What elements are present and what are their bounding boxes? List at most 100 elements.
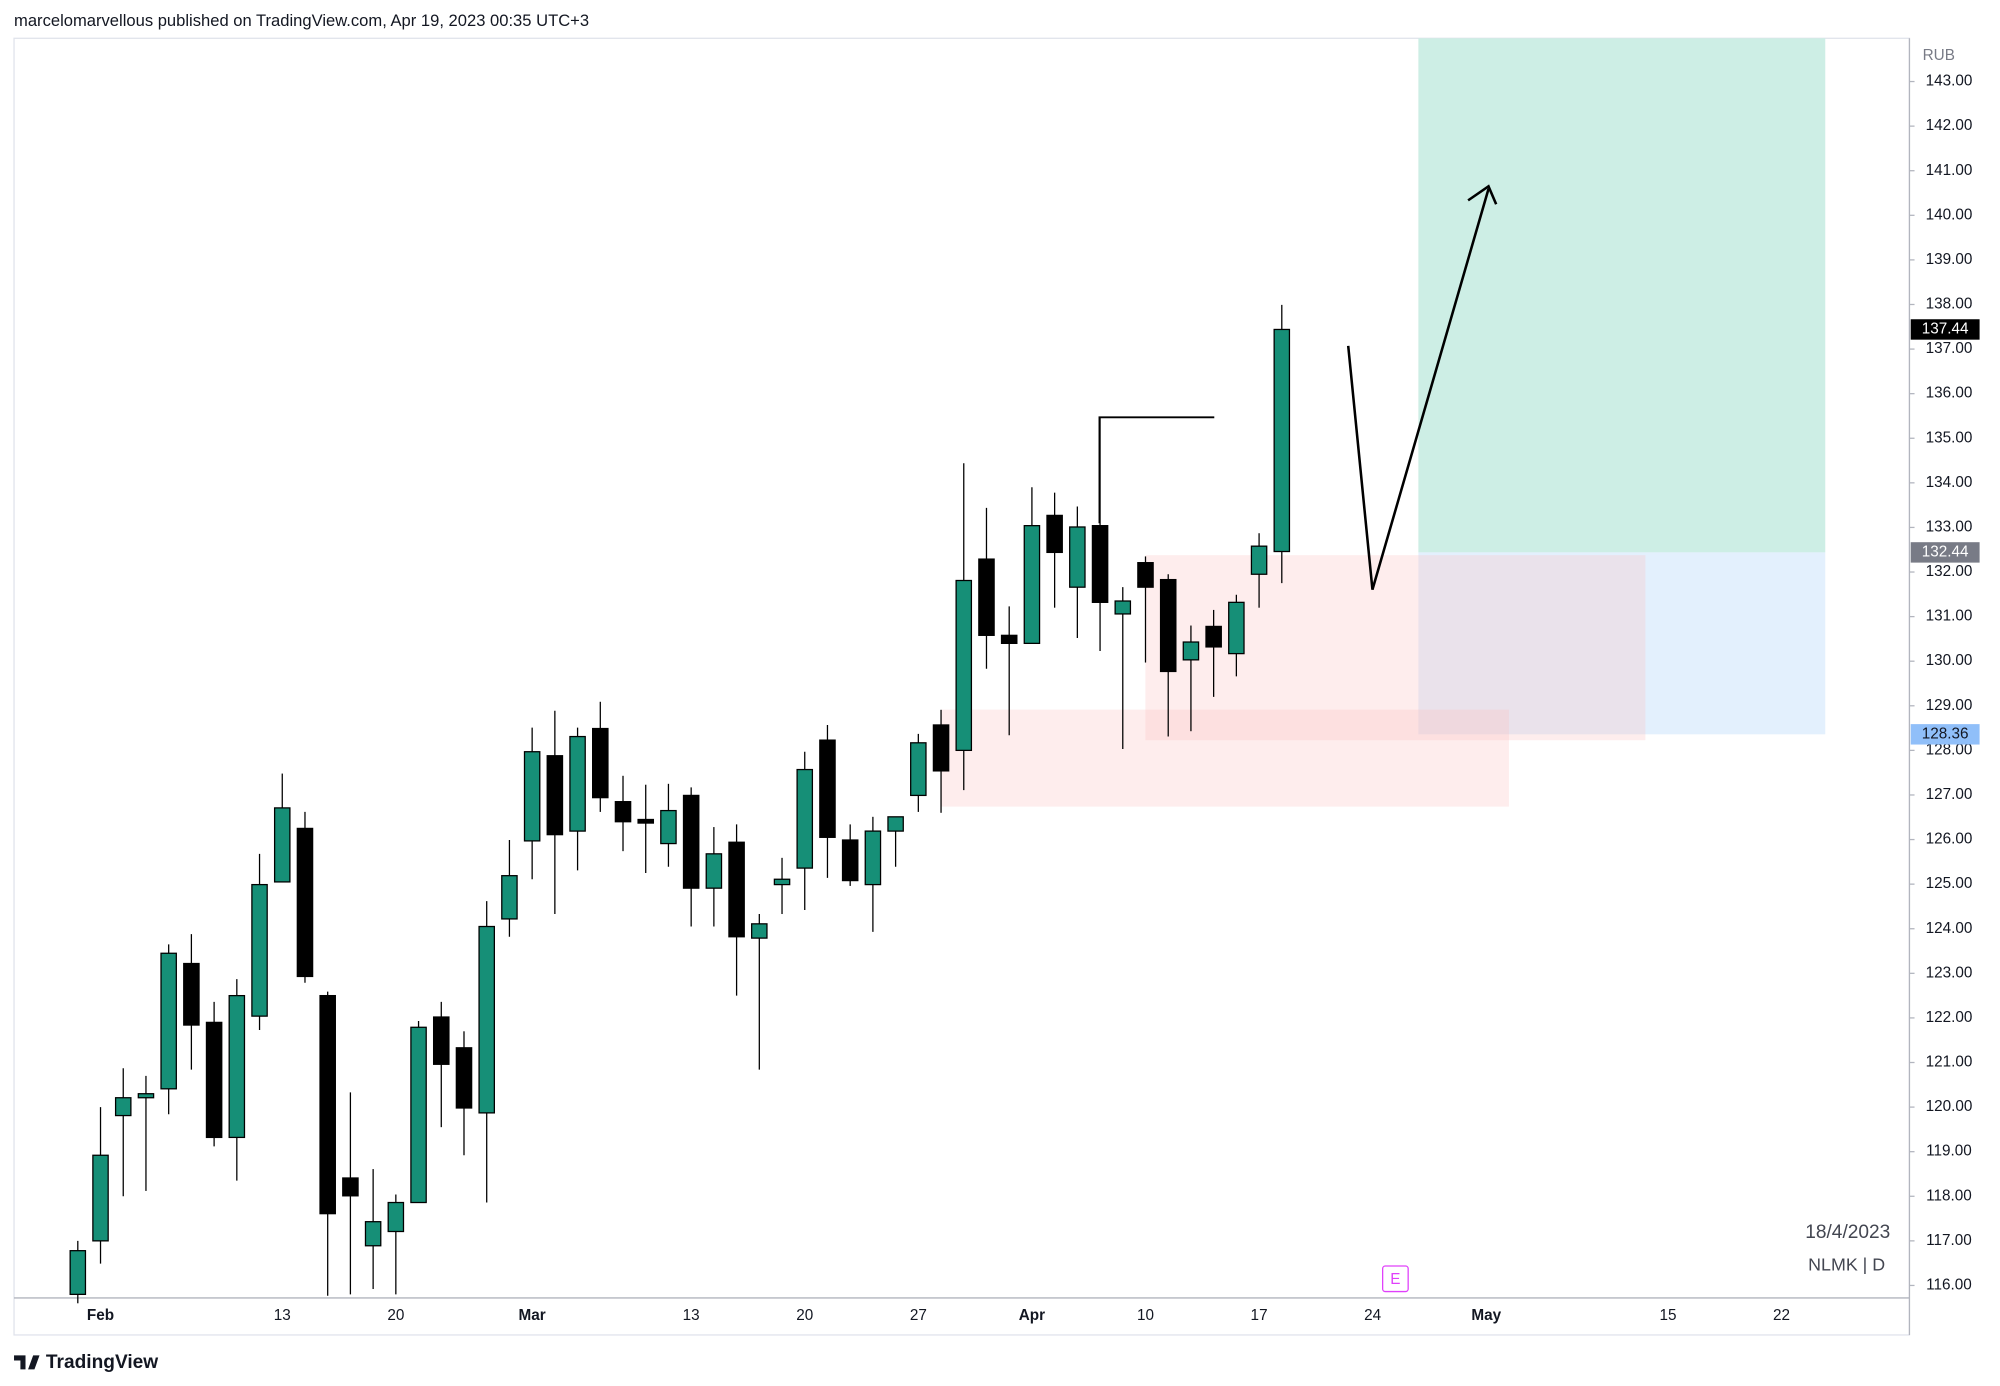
candle-body — [751, 923, 768, 939]
y-tick-label: 141.00 — [1926, 162, 1973, 179]
header: marcelomarvellous published on TradingVi… — [14, 11, 589, 30]
candle-body — [1000, 634, 1018, 645]
y-tick-label: 129.00 — [1926, 697, 1973, 714]
x-tick-label: 15 — [1659, 1307, 1676, 1324]
candle-body — [205, 1021, 223, 1139]
y-tick-label: 140.00 — [1926, 206, 1973, 223]
candle-body — [296, 827, 314, 978]
footer: TradingView — [46, 1352, 158, 1373]
y-tick-label: 134.00 — [1926, 474, 1973, 491]
candle-body — [183, 962, 200, 1026]
stop-zone — [1418, 552, 1826, 735]
y-tick-label: 121.00 — [1926, 1054, 1973, 1071]
candle-body — [569, 735, 586, 832]
event-box[interactable] — [1382, 1265, 1409, 1293]
candle-body — [501, 875, 518, 920]
y-tick-label: 138.00 — [1926, 296, 1973, 313]
drawings — [1098, 184, 1498, 590]
candle-body — [932, 724, 950, 772]
y-tick-label: 125.00 — [1926, 875, 1973, 892]
candle-body — [410, 1026, 427, 1204]
candle-body — [1137, 562, 1154, 588]
y-tick-label: 133.00 — [1926, 518, 1973, 535]
stop-tag: 128.36 — [1922, 725, 1969, 742]
y-tick-label: 139.00 — [1926, 251, 1973, 268]
candle-body — [342, 1177, 359, 1197]
candle-body — [455, 1047, 473, 1109]
candle-body — [137, 1093, 155, 1099]
level-line — [1098, 416, 1215, 524]
candle-body — [387, 1201, 405, 1233]
y-tick-label: 116.00 — [1926, 1276, 1972, 1293]
candle-body — [887, 816, 904, 832]
candle-body — [273, 807, 291, 883]
candle-body — [478, 925, 495, 1114]
candles — [69, 304, 1291, 1304]
x-tick-label: 20 — [796, 1307, 813, 1324]
candle-body — [1069, 526, 1086, 588]
y-tick-label: 137.00 — [1926, 340, 1973, 357]
y-tick-label: 124.00 — [1926, 920, 1973, 937]
y-tick-label: 126.00 — [1926, 831, 1973, 848]
last-price-tag-bg — [1910, 319, 1980, 340]
logo-icon — [14, 1355, 40, 1370]
y-tick-label: 142.00 — [1926, 117, 1973, 134]
candle-body — [637, 818, 655, 824]
y-tick-label: 135.00 — [1926, 429, 1973, 446]
y-tick-label: 123.00 — [1926, 964, 1973, 981]
candle-body — [92, 1154, 109, 1242]
candle-body — [955, 579, 973, 752]
axis: Feb 13 20 Mar 13 20 27 Apr 10 17 24 May 15 22 116.00 11… — [87, 73, 1980, 1324]
y-tick-label: 136.00 — [1926, 385, 1973, 402]
candle-body — [523, 751, 541, 842]
y-tick-label: 130.00 — [1926, 652, 1973, 669]
candle-body — [364, 1221, 382, 1247]
y-tick-label: 131.00 — [1926, 608, 1973, 625]
candle-body — [1023, 525, 1041, 645]
entry-tag-bg — [1910, 542, 1980, 563]
candle-body — [251, 883, 268, 1017]
candle-body — [728, 841, 745, 938]
candle-body — [614, 801, 632, 823]
candle-body — [228, 994, 246, 1139]
date-label: 18/4/2023 — [1805, 1222, 1890, 1243]
candle-body — [773, 878, 791, 886]
y-tick-label: 119.00 — [1926, 1143, 1972, 1160]
candle-body — [1046, 514, 1063, 554]
x-tick-label: May — [1471, 1307, 1501, 1324]
candle-body — [1205, 625, 1222, 648]
candle-body — [682, 794, 700, 889]
symbol-label: NLMK | D — [1808, 1255, 1885, 1275]
candle-body — [1114, 600, 1132, 615]
candle-body — [705, 853, 723, 889]
x-tick-label: 24 — [1364, 1307, 1382, 1324]
y-tick-label: 118.00 — [1926, 1187, 1972, 1204]
event-marker[interactable]: E — [1390, 1271, 1400, 1288]
x-tick-label: 20 — [387, 1307, 404, 1324]
candle-body — [114, 1097, 132, 1117]
x-tick-label: 13 — [683, 1307, 700, 1324]
y-tick-label: 143.00 — [1926, 73, 1973, 90]
candle-body — [546, 755, 564, 836]
x-tick-label: 22 — [1773, 1307, 1790, 1324]
arrow-head — [1467, 184, 1498, 205]
candle-body — [592, 727, 609, 799]
x-tick-label: 10 — [1137, 1307, 1154, 1324]
candle-body — [1273, 328, 1291, 553]
y-tick-label: 120.00 — [1926, 1098, 1973, 1115]
y-tick-label: 127.00 — [1926, 786, 1973, 803]
candle-body — [910, 742, 927, 797]
demand-zone — [941, 709, 1509, 807]
candle-body — [660, 809, 677, 845]
projection-arrow — [1346, 188, 1490, 590]
stop-tag-bg — [1910, 724, 1980, 745]
candle-body — [160, 952, 177, 1090]
target-zone — [1418, 38, 1826, 553]
x-tick-label: Mar — [519, 1307, 546, 1324]
currency: RUB — [1923, 47, 1955, 64]
candle-body — [819, 739, 836, 838]
x-tick-label: 27 — [910, 1307, 927, 1324]
x-tick-label: Feb — [87, 1307, 114, 1324]
y-tick-label: 117.00 — [1926, 1232, 1972, 1249]
